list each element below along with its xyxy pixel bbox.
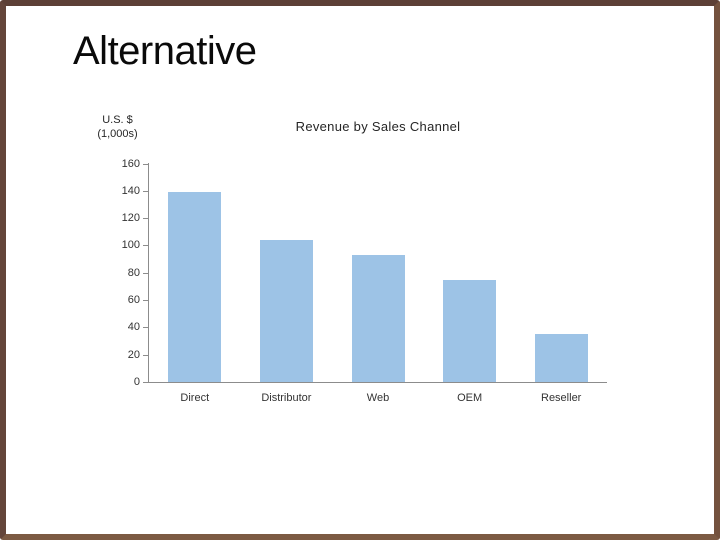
slide-title: Alternative [73, 29, 257, 73]
x-axis-line [148, 382, 607, 383]
y-tick-mark-20 [143, 355, 148, 356]
bar-direct [168, 192, 222, 382]
x-label-distributor: Distributor [261, 392, 312, 404]
y-tick-mark-40 [143, 327, 148, 328]
y-tick-label-140: 140 [121, 184, 140, 197]
y-tick-mark-100 [143, 245, 148, 246]
y-tick-label-120: 120 [121, 212, 140, 225]
bar-reseller [534, 334, 588, 382]
y-tick-label-60: 60 [127, 294, 140, 307]
y-tick-mark-0 [143, 382, 148, 383]
y-tick-mark-160 [143, 164, 148, 165]
bar-web [351, 254, 405, 382]
y-tick-label-0: 0 [133, 376, 140, 388]
y-tick-label-160: 160 [121, 157, 140, 170]
chart-title: Revenue by Sales Channel [295, 119, 461, 134]
y-tick-mark-80 [143, 273, 148, 274]
y-axis-unit-line1: U.S. $ [102, 114, 133, 126]
y-axis-unit-line2: (1,000s) [97, 128, 138, 140]
y-axis-line [148, 163, 149, 382]
y-tick-label-40: 40 [127, 321, 140, 334]
bar-oem [443, 279, 497, 382]
x-label-reseller: Reseller [541, 392, 582, 404]
x-label-oem: OEM [457, 392, 483, 404]
y-tick-mark-120 [143, 218, 148, 219]
y-tick-mark-60 [143, 300, 148, 301]
y-tick-label-20: 20 [127, 348, 140, 361]
bar-distributor [259, 239, 313, 382]
x-label-web: Web [366, 392, 390, 404]
y-tick-mark-140 [143, 191, 148, 192]
y-tick-label-80: 80 [127, 266, 140, 279]
x-label-direct: Direct [180, 392, 210, 404]
y-tick-label-100: 100 [121, 239, 140, 252]
y-axis-unit-label: U.S. $ (1,000s) [80, 113, 155, 141]
